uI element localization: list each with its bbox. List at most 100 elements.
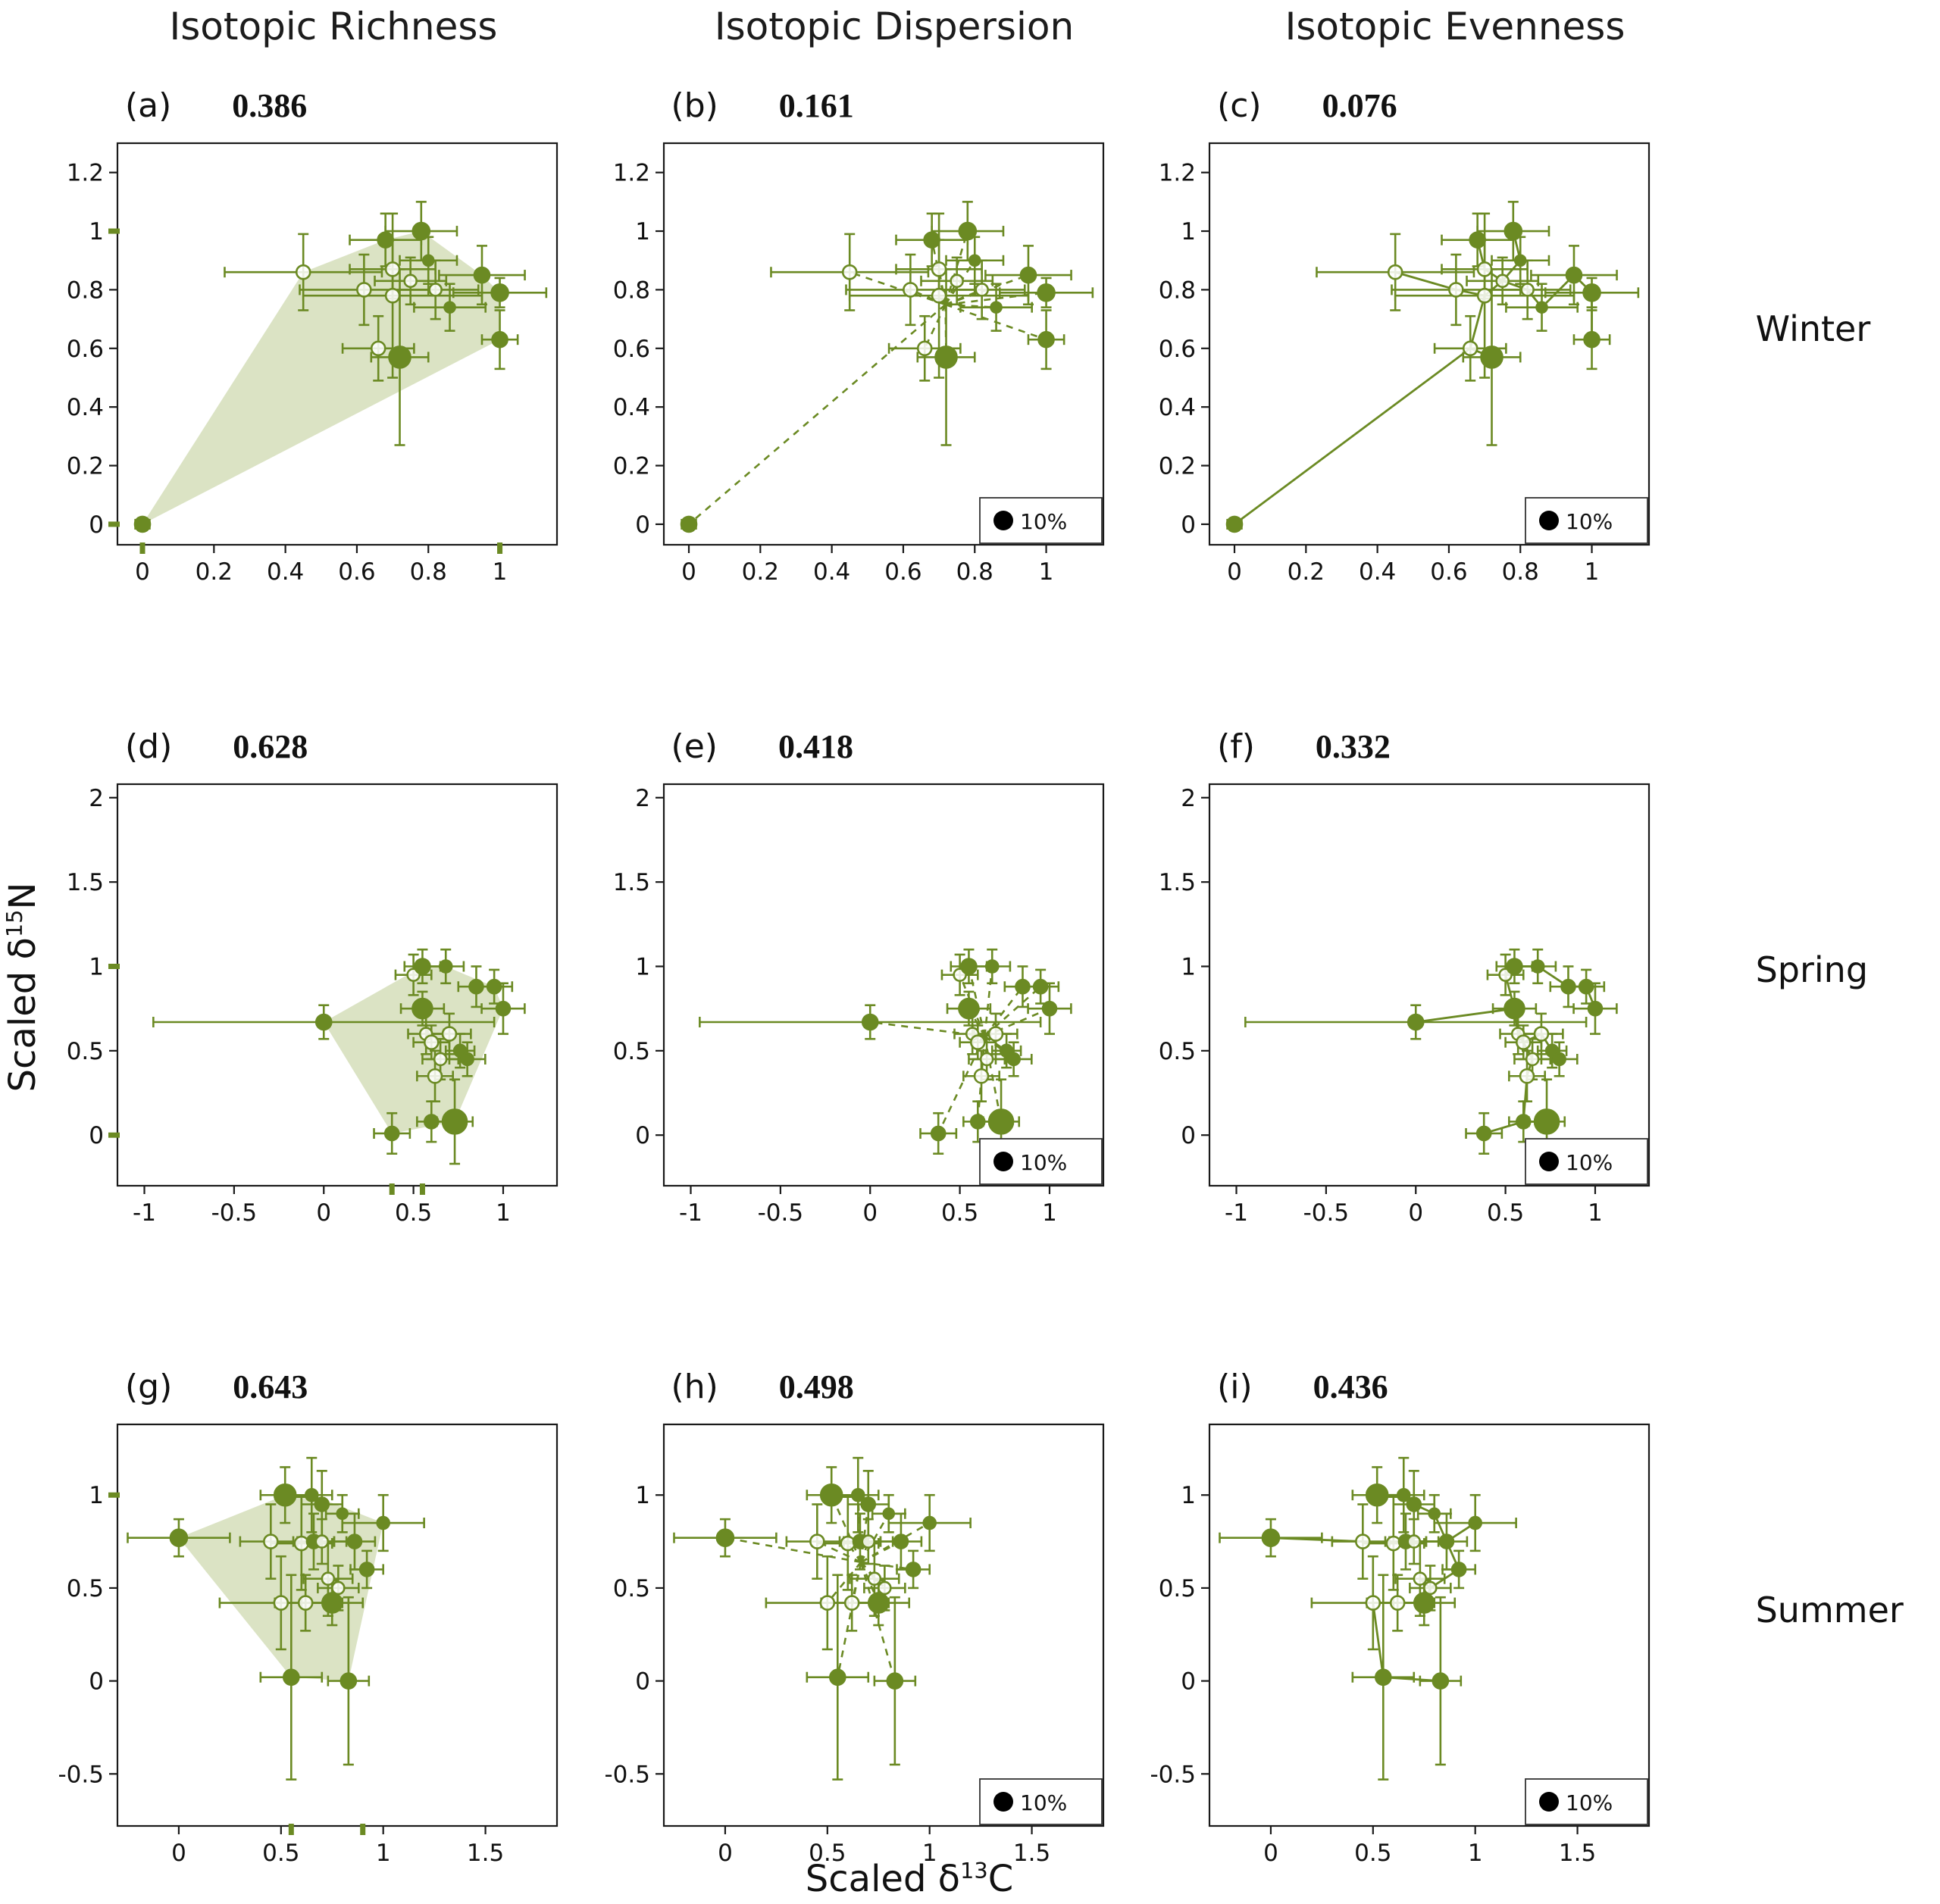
svg-text:1: 1: [89, 954, 104, 981]
svg-text:0.4: 0.4: [612, 394, 649, 421]
x-axis-label: Scaled δ13C: [53, 1858, 1766, 1900]
svg-text:0.5: 0.5: [395, 1199, 432, 1227]
panel-c-label: (c) 0.076: [1145, 79, 1397, 132]
svg-text:1: 1: [1585, 558, 1600, 586]
svg-text:1: 1: [635, 218, 650, 245]
svg-text:0.6: 0.6: [67, 336, 104, 363]
svg-text:0.2: 0.2: [1159, 453, 1196, 480]
svg-text:1.2: 1.2: [67, 160, 104, 187]
svg-text:0.5: 0.5: [612, 1575, 649, 1602]
panel-a-value: 0.386: [232, 86, 308, 124]
panel-c: (c) 0.076 0 0.2 0.4 0.6 0.8 1 0 0.2 0.4 0.6 0.8 1 1.…: [1145, 79, 1691, 594]
svg-text:1: 1: [1038, 558, 1053, 586]
svg-text:0.6: 0.6: [1430, 558, 1467, 586]
svg-text:0.2: 0.2: [741, 558, 778, 586]
svg-text:-0.5: -0.5: [1303, 1199, 1350, 1227]
plot-e: -1 -0.5 0 0.5 1 0 0.5 1 1.5 2 10%: [599, 773, 1122, 1235]
svg-text:0: 0: [1227, 558, 1242, 586]
svg-text:10%: 10%: [1566, 1150, 1613, 1175]
svg-text:0.5: 0.5: [1354, 1840, 1391, 1867]
panel-a-label: (a) 0.386: [53, 79, 307, 132]
svg-text:1: 1: [493, 558, 508, 586]
panel-h: (h) 0.498 0 0.5 1 1.5 -0.5 0 0.5 1 10%: [599, 1360, 1146, 1875]
svg-text:0.5: 0.5: [1159, 1038, 1196, 1065]
panel-i: (i) 0.436 0 0.5 1 1.5 -0.5 0 0.5 1 10%: [1145, 1360, 1691, 1875]
panel-h-letter: (h): [671, 1367, 718, 1406]
svg-text:0.6: 0.6: [612, 336, 649, 363]
plot-i: 0 0.5 1 1.5 -0.5 0 0.5 1 10%: [1145, 1413, 1668, 1875]
svg-text:-0.5: -0.5: [211, 1199, 258, 1227]
svg-text:0: 0: [718, 1840, 733, 1867]
panel-b: (b) 0.161 0 0.2 0.4 0.6 0.8 1 0 0.2 0.4 0.6 0.8 1 1.…: [599, 79, 1146, 594]
y-axis-label: Scaled δ15N: [2, 828, 44, 1146]
svg-text:1.5: 1.5: [612, 869, 649, 896]
panel-i-label: (i) 0.436: [1145, 1360, 1388, 1413]
plot-h: 0 0.5 1 1.5 -0.5 0 0.5 1 10%: [599, 1413, 1122, 1875]
svg-text:0.2: 0.2: [1288, 558, 1325, 586]
svg-text:0: 0: [89, 1668, 104, 1696]
row-label-summer: Summer: [1755, 1590, 1904, 1630]
svg-text:0.4: 0.4: [267, 558, 304, 586]
svg-text:-1: -1: [133, 1199, 156, 1227]
svg-text:10%: 10%: [1020, 509, 1067, 534]
panel-c-value: 0.076: [1322, 86, 1397, 124]
svg-text:2: 2: [89, 785, 104, 812]
panel-a: (a) 0.386 0 0.2 0.4 0.6 0.8 1 0 0.2 0.4 0.6 0.8 1 1.…: [53, 79, 599, 594]
svg-text:1: 1: [1468, 1840, 1483, 1867]
x-axis-label-prefix: Scaled δ: [805, 1858, 961, 1900]
svg-text:0.5: 0.5: [940, 1199, 978, 1227]
svg-text:1: 1: [635, 954, 650, 981]
panel-g: (g) 0.643 0 0.5 1 1.5 -0.5 0 0.5 1: [53, 1360, 599, 1875]
panel-h-value: 0.498: [778, 1368, 854, 1405]
svg-text:0.8: 0.8: [612, 277, 649, 304]
panel-d-letter: (d): [125, 727, 173, 766]
svg-text:-0.5: -0.5: [58, 1761, 105, 1788]
svg-text:0.8: 0.8: [410, 558, 447, 586]
svg-text:-0.5: -0.5: [757, 1199, 803, 1227]
panel-d: (d) 0.628 -1 -0.5 0 0.5 1 0 0.5 1 1.5 2: [53, 720, 599, 1235]
panel-f: (f) 0.332 -1 -0.5 0 0.5 1 0 0.5 1 1.5 2 10%: [1145, 720, 1691, 1235]
svg-text:1.2: 1.2: [612, 160, 649, 187]
y-axis-label-suffix: N: [2, 882, 44, 910]
svg-text:1.5: 1.5: [467, 1840, 504, 1867]
panel-g-value: 0.643: [233, 1368, 308, 1405]
svg-text:-0.5: -0.5: [1150, 1761, 1197, 1788]
svg-text:2: 2: [635, 785, 650, 812]
svg-text:0: 0: [316, 1199, 331, 1227]
svg-text:1: 1: [1181, 1482, 1196, 1509]
svg-text:1: 1: [922, 1840, 937, 1867]
panel-e: (e) 0.418 -1 -0.5 0 0.5 1 0 0.5 1 1.5 2 10%: [599, 720, 1146, 1235]
figure-row-winter: (a) 0.386 0 0.2 0.4 0.6 0.8 1 0 0.2 0.4 0.6 0.8 1 1.…: [53, 79, 1940, 609]
svg-text:0.5: 0.5: [67, 1038, 104, 1065]
svg-text:0.8: 0.8: [67, 277, 104, 304]
svg-text:1: 1: [89, 218, 104, 245]
svg-text:10%: 10%: [1020, 1790, 1067, 1815]
svg-text:0.4: 0.4: [67, 394, 104, 421]
figure-row-spring: (d) 0.628 -1 -0.5 0 0.5 1 0 0.5 1 1.5 2 (e) 0.418…: [53, 720, 1940, 1250]
svg-text:0: 0: [635, 1122, 650, 1149]
panel-i-letter: (i): [1217, 1367, 1253, 1406]
svg-text:1: 1: [89, 1482, 104, 1509]
panel-b-value: 0.161: [778, 86, 854, 124]
panel-e-label: (e) 0.418: [599, 720, 853, 773]
panel-c-letter: (c): [1217, 86, 1262, 125]
svg-text:2: 2: [1181, 785, 1196, 812]
svg-text:0: 0: [135, 558, 150, 586]
y-axis-label-sup: 15: [2, 909, 27, 938]
svg-text:0.4: 0.4: [1359, 558, 1396, 586]
svg-text:10%: 10%: [1020, 1150, 1067, 1175]
svg-text:0.8: 0.8: [1159, 277, 1196, 304]
svg-text:0.5: 0.5: [262, 1840, 299, 1867]
svg-text:1: 1: [1181, 218, 1196, 245]
svg-text:0: 0: [635, 1668, 650, 1696]
panel-h-label: (h) 0.498: [599, 1360, 854, 1413]
svg-text:1.5: 1.5: [67, 869, 104, 896]
svg-text:0: 0: [89, 1122, 104, 1149]
svg-text:1: 1: [496, 1199, 511, 1227]
svg-text:1: 1: [376, 1840, 391, 1867]
panel-e-value: 0.418: [778, 727, 853, 765]
row-label-spring: Spring: [1755, 949, 1869, 990]
y-axis-label-prefix: Scaled δ: [2, 937, 44, 1093]
column-titles: Isotopic Richness Isotopic Dispersion Is…: [53, 5, 1735, 48]
